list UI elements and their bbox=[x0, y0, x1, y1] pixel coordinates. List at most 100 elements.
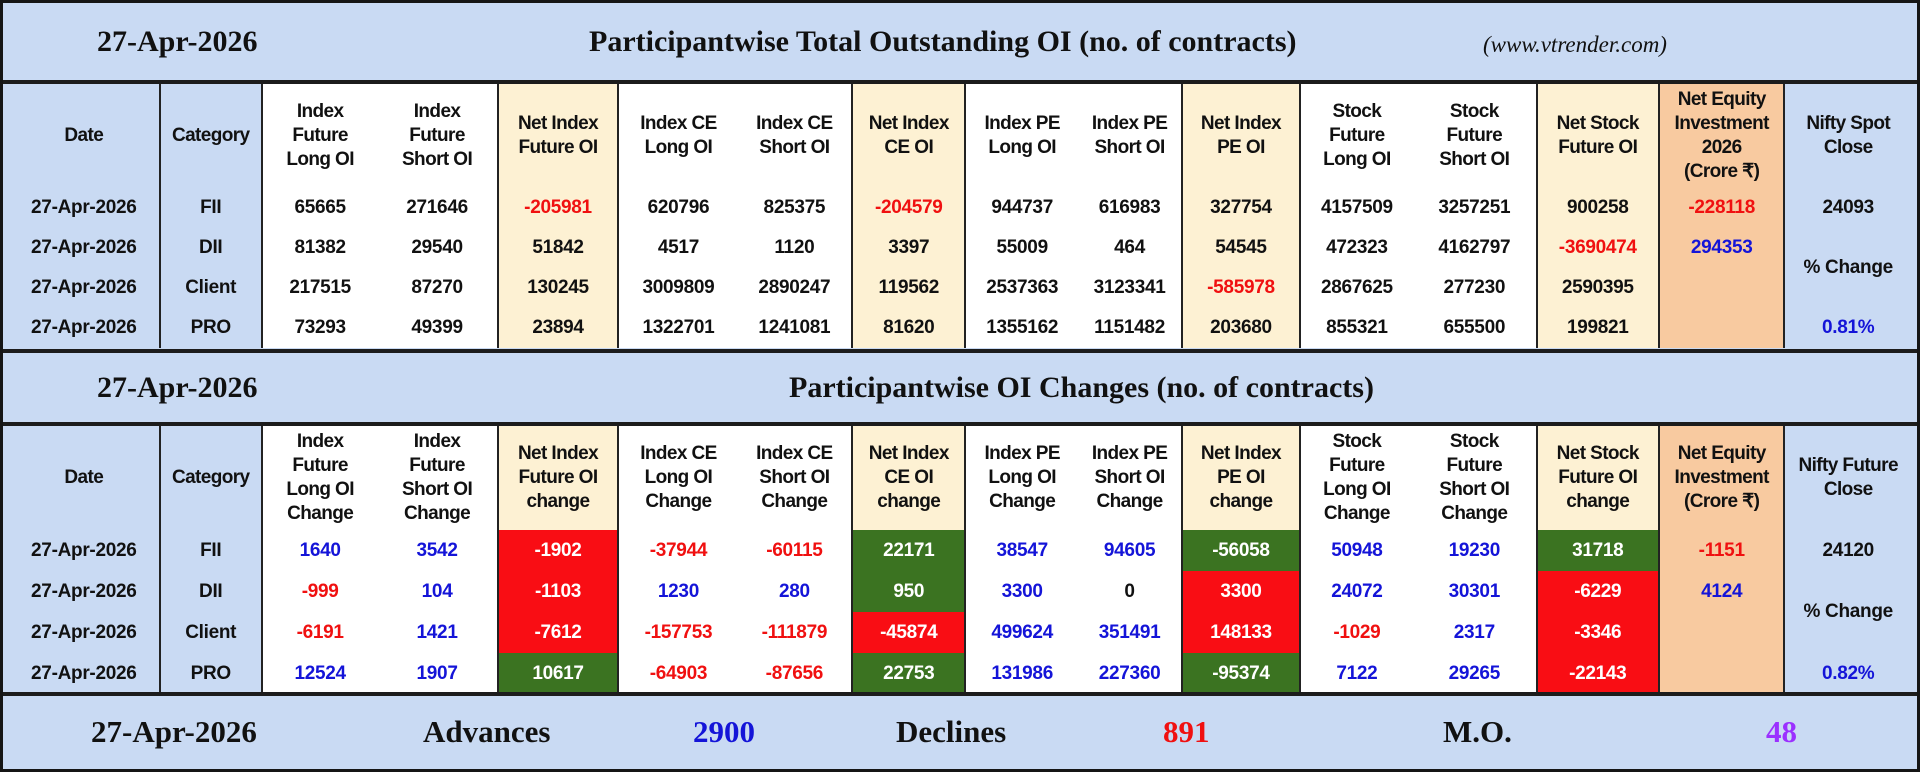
net-index-future-cell: -205981 bbox=[496, 188, 619, 228]
index-ce-short-cell: 280 bbox=[737, 571, 853, 612]
table-row: 27-Apr-2026 PRO 73293 49399 23894 1322701 1241… bbox=[9, 308, 1911, 348]
stock-future-short-cell: 277230 bbox=[1413, 268, 1537, 308]
index-future-short-cell: 3542 bbox=[377, 530, 498, 571]
header-index-ce-short: Index CE Short OI bbox=[737, 84, 853, 188]
net-index-pe-cell: 148133 bbox=[1181, 612, 1300, 653]
stock-future-long-cell: 855321 bbox=[1298, 308, 1414, 348]
index-pe-short-cell: 227360 bbox=[1077, 653, 1183, 694]
header-index-ce-short: Index CE Short OI Change bbox=[737, 426, 853, 530]
table-row: 27-Apr-2026 FII 65665 271646 -205981 620796 82… bbox=[9, 188, 1911, 228]
mo-label: M.O. bbox=[1443, 714, 1512, 749]
category-cell: DII bbox=[158, 228, 262, 268]
category-cell: PRO bbox=[158, 308, 262, 348]
header-net-index-future: Net Index Future OI change bbox=[496, 426, 619, 530]
header-net-index-ce: Net Index CE OI bbox=[851, 84, 966, 188]
nifty-pct-change-label: % Change bbox=[1783, 571, 1911, 653]
net-index-ce-cell: 81620 bbox=[851, 308, 966, 348]
index-ce-short-cell: -111879 bbox=[737, 612, 853, 653]
divider bbox=[3, 349, 1917, 353]
index-future-short-cell: 87270 bbox=[377, 268, 498, 308]
net-index-future-cell: 130245 bbox=[496, 268, 619, 308]
stock-future-long-cell: 7122 bbox=[1298, 653, 1414, 694]
stock-future-long-cell: -1029 bbox=[1298, 612, 1414, 653]
net-index-pe-cell: -585978 bbox=[1181, 268, 1300, 308]
index-pe-long-cell: 131986 bbox=[964, 653, 1078, 694]
net-equity-cell bbox=[1657, 308, 1785, 348]
index-future-long-cell: -999 bbox=[260, 571, 378, 612]
index-ce-long-cell: 1322701 bbox=[617, 308, 738, 348]
nifty-close-value: 24120 bbox=[1783, 530, 1911, 571]
section1-date: 27-Apr-2026 bbox=[97, 25, 258, 58]
index-pe-long-cell: 3300 bbox=[964, 571, 1078, 612]
net-equity-cell: 4124 bbox=[1657, 571, 1785, 612]
net-index-ce-cell: 119562 bbox=[851, 268, 966, 308]
mo-value: 48 bbox=[1766, 714, 1797, 749]
net-equity-cell bbox=[1657, 612, 1785, 653]
net-equity-cell: -1151 bbox=[1657, 530, 1785, 571]
index-pe-long-cell: 55009 bbox=[964, 228, 1078, 268]
net-stock-future-cell: 900258 bbox=[1535, 188, 1659, 228]
index-pe-long-cell: 2537363 bbox=[964, 268, 1078, 308]
source-link[interactable]: (www.vtrender.com) bbox=[1483, 32, 1667, 57]
header-net-stock-future: Net Stock Future OI bbox=[1535, 84, 1659, 188]
net-stock-future-cell: -22143 bbox=[1535, 653, 1659, 694]
index-ce-long-cell: 620796 bbox=[617, 188, 738, 228]
header-date: Date bbox=[9, 426, 160, 530]
net-index-future-cell: -1902 bbox=[496, 530, 619, 571]
date-cell: 27-Apr-2026 bbox=[9, 228, 160, 268]
declines-value: 891 bbox=[1163, 714, 1210, 749]
index-pe-long-cell: 499624 bbox=[964, 612, 1078, 653]
index-future-long-cell: 81382 bbox=[260, 228, 378, 268]
stock-future-short-cell: 655500 bbox=[1413, 308, 1537, 348]
header-row: Date Category Index Future Long OI Index Fu… bbox=[9, 84, 1911, 188]
index-future-short-cell: 271646 bbox=[377, 188, 498, 228]
net-stock-future-cell: -3346 bbox=[1535, 612, 1659, 653]
net-index-pe-cell: 327754 bbox=[1181, 188, 1300, 228]
index-ce-long-cell: -37944 bbox=[617, 530, 738, 571]
category-cell: FII bbox=[158, 188, 262, 228]
net-index-pe-cell: -95374 bbox=[1181, 653, 1300, 694]
net-stock-future-cell: -3690474 bbox=[1535, 228, 1659, 268]
index-future-short-cell: 1907 bbox=[377, 653, 498, 694]
category-cell: Client bbox=[158, 268, 262, 308]
stock-future-long-cell: 24072 bbox=[1298, 571, 1414, 612]
net-stock-future-cell: -6229 bbox=[1535, 571, 1659, 612]
index-ce-long-cell: 4517 bbox=[617, 228, 738, 268]
stock-future-short-cell: 30301 bbox=[1413, 571, 1537, 612]
stock-future-short-cell: 29265 bbox=[1413, 653, 1537, 694]
header-index-future-short: Index Future Short OI Change bbox=[377, 426, 498, 530]
date-cell: 27-Apr-2026 bbox=[9, 268, 160, 308]
net-index-ce-cell: 22171 bbox=[851, 530, 966, 571]
net-index-pe-cell: -56058 bbox=[1181, 530, 1300, 571]
table-row: 27-Apr-2026 PRO 12524 1907 10617 -64903 -87656… bbox=[9, 653, 1911, 694]
date-cell: 27-Apr-2026 bbox=[9, 530, 160, 571]
outstanding-oi-table: Date Category Index Future Long OI Index Fu… bbox=[9, 84, 1911, 348]
header-stock-future-long: Stock Future Long OI Change bbox=[1298, 426, 1414, 530]
header-index-pe-short: Index PE Short OI Change bbox=[1077, 426, 1183, 530]
date-cell: 27-Apr-2026 bbox=[9, 188, 160, 228]
net-index-ce-cell: -204579 bbox=[851, 188, 966, 228]
stock-future-long-cell: 472323 bbox=[1298, 228, 1414, 268]
category-cell: Client bbox=[158, 612, 262, 653]
header-index-pe-long: Index PE Long OI bbox=[964, 84, 1078, 188]
stock-future-short-cell: 2317 bbox=[1413, 612, 1537, 653]
section1-title-band: 27-Apr-2026 Participantwise Total Outsta… bbox=[3, 3, 1917, 80]
index-pe-long-cell: 944737 bbox=[964, 188, 1078, 228]
category-cell: DII bbox=[158, 571, 262, 612]
net-index-future-cell: 23894 bbox=[496, 308, 619, 348]
net-equity-cell bbox=[1657, 653, 1785, 694]
index-future-short-cell: 29540 bbox=[377, 228, 498, 268]
index-pe-short-cell: 1151482 bbox=[1077, 308, 1183, 348]
header-row: Date Category Index Future Long OI Change I… bbox=[9, 426, 1911, 530]
header-index-future-long: Index Future Long OI bbox=[260, 84, 378, 188]
header-index-pe-long: Index PE Long OI Change bbox=[964, 426, 1078, 530]
net-stock-future-cell: 2590395 bbox=[1535, 268, 1659, 308]
header-stock-future-short: Stock Future Short OI bbox=[1413, 84, 1537, 188]
stock-future-short-cell: 3257251 bbox=[1413, 188, 1537, 228]
nifty-pct-change-value: 0.81% bbox=[1783, 308, 1911, 348]
header-index-future-short: Index Future Short OI bbox=[377, 84, 498, 188]
divider bbox=[3, 422, 1917, 426]
index-pe-short-cell: 464 bbox=[1077, 228, 1183, 268]
date-cell: 27-Apr-2026 bbox=[9, 308, 160, 348]
table-row: 27-Apr-2026 DII 81382 29540 51842 4517 1120 339… bbox=[9, 228, 1911, 308]
